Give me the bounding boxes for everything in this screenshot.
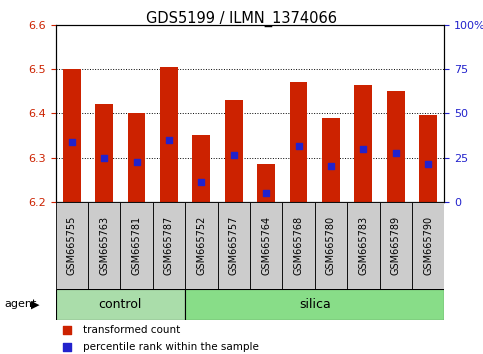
Text: agent: agent — [5, 299, 37, 309]
FancyBboxPatch shape — [56, 289, 185, 320]
FancyBboxPatch shape — [153, 202, 185, 289]
Text: GSM665781: GSM665781 — [131, 216, 142, 275]
Text: GSM665783: GSM665783 — [358, 216, 369, 275]
Point — [133, 159, 141, 165]
Bar — [192, 136, 210, 202]
Point — [262, 190, 270, 196]
Bar — [128, 113, 145, 202]
Text: GSM665768: GSM665768 — [294, 216, 303, 275]
Text: ▶: ▶ — [30, 299, 39, 309]
Point — [198, 179, 205, 185]
FancyBboxPatch shape — [120, 202, 153, 289]
Bar — [290, 82, 308, 202]
FancyBboxPatch shape — [88, 202, 120, 289]
Text: percentile rank within the sample: percentile rank within the sample — [83, 342, 258, 352]
Text: GDS5199 / ILMN_1374066: GDS5199 / ILMN_1374066 — [146, 11, 337, 27]
FancyBboxPatch shape — [315, 202, 347, 289]
Point — [295, 144, 302, 149]
Text: GSM665790: GSM665790 — [423, 216, 433, 275]
FancyBboxPatch shape — [185, 202, 217, 289]
Point — [359, 146, 367, 152]
Bar — [160, 67, 178, 202]
FancyBboxPatch shape — [56, 202, 88, 289]
FancyBboxPatch shape — [283, 202, 315, 289]
Text: silica: silica — [299, 298, 331, 311]
Point — [424, 161, 432, 167]
Text: GSM665755: GSM665755 — [67, 216, 77, 275]
FancyBboxPatch shape — [412, 202, 444, 289]
Text: GSM665752: GSM665752 — [197, 216, 206, 275]
Text: GSM665757: GSM665757 — [229, 216, 239, 275]
Text: GSM665789: GSM665789 — [391, 216, 401, 275]
Bar — [257, 164, 275, 202]
Point — [165, 137, 173, 143]
Bar — [95, 104, 113, 202]
Text: control: control — [99, 298, 142, 311]
Text: GSM665780: GSM665780 — [326, 216, 336, 275]
Bar — [355, 85, 372, 202]
Bar — [322, 118, 340, 202]
FancyBboxPatch shape — [347, 202, 380, 289]
Text: transformed count: transformed count — [83, 325, 180, 335]
Point — [392, 150, 399, 156]
Point — [327, 164, 335, 169]
Text: GSM665763: GSM665763 — [99, 216, 109, 275]
FancyBboxPatch shape — [217, 202, 250, 289]
FancyBboxPatch shape — [185, 289, 444, 320]
Point — [352, 273, 360, 279]
Point — [68, 139, 76, 145]
Point — [100, 155, 108, 160]
Bar — [63, 69, 81, 202]
Point — [352, 114, 360, 120]
Point — [230, 153, 238, 158]
Text: GSM665764: GSM665764 — [261, 216, 271, 275]
Bar — [419, 115, 437, 202]
Bar — [387, 91, 405, 202]
Bar — [225, 100, 242, 202]
FancyBboxPatch shape — [380, 202, 412, 289]
FancyBboxPatch shape — [250, 202, 283, 289]
Text: GSM665787: GSM665787 — [164, 216, 174, 275]
